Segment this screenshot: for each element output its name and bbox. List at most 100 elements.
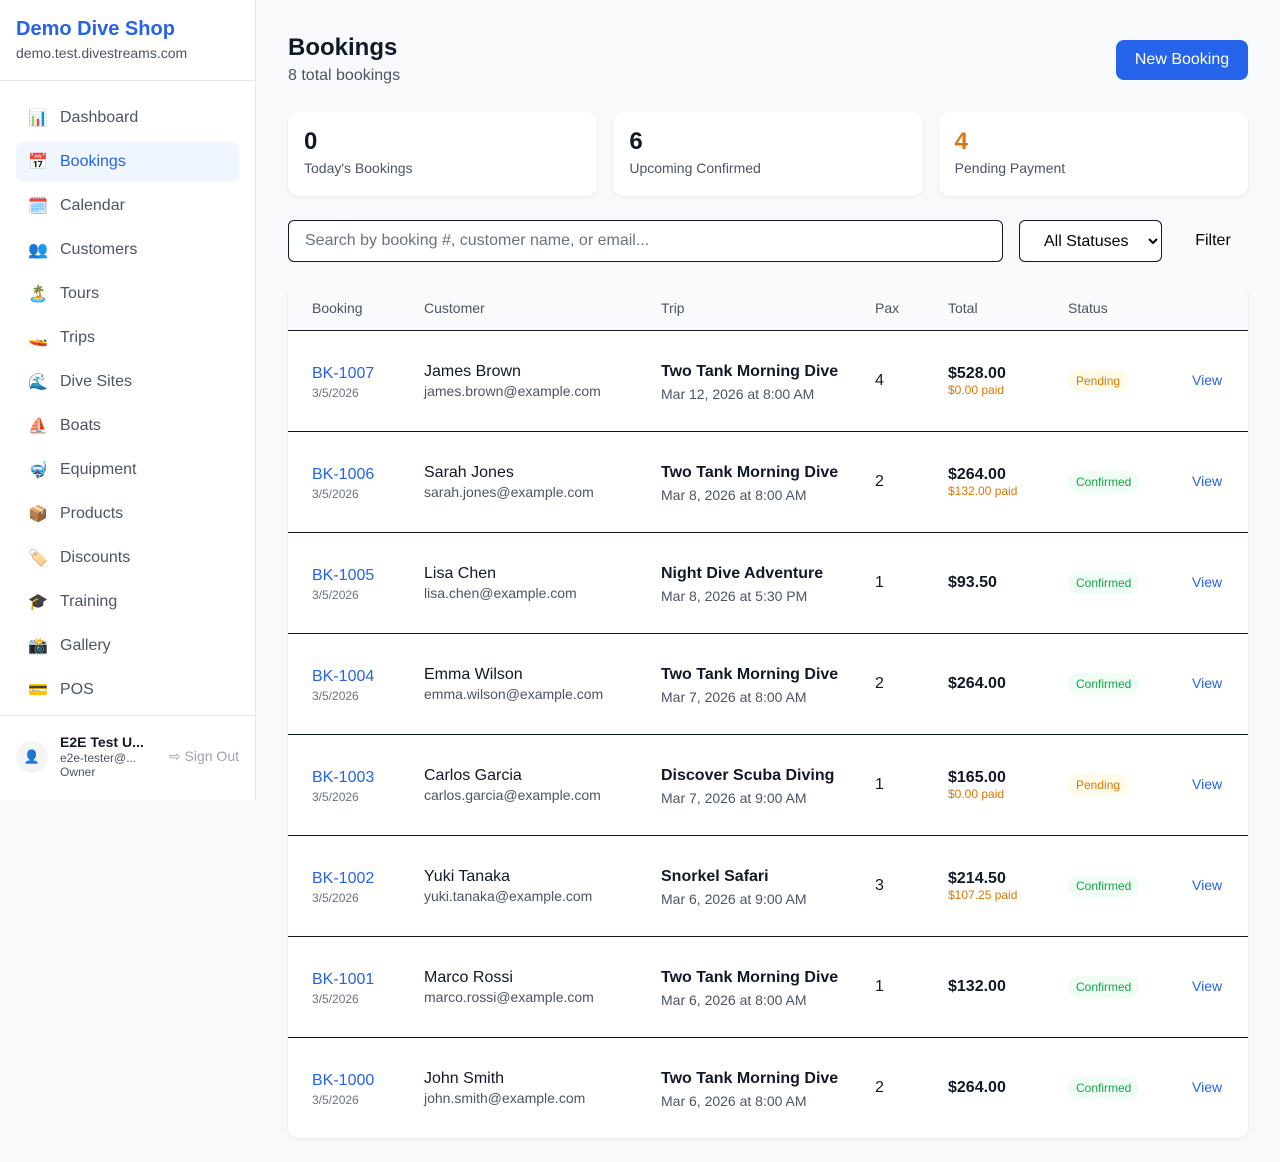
booking-id-link[interactable]: BK-1005 [312, 566, 375, 584]
dive-sites-icon: 🌊 [28, 374, 48, 391]
user-icon: 👤 [16, 740, 48, 773]
customers-icon: 👥 [28, 242, 48, 259]
sidebar-item-gallery[interactable]: 📸 Gallery [16, 626, 239, 666]
header-customer: Customer [424, 300, 485, 317]
booking-date: 3/5/2026 [312, 1092, 359, 1107]
trip-time: Mar 7, 2026 at 9:00 AM [661, 789, 807, 806]
customer-email: sarah.jones@example.com [424, 483, 594, 500]
booking-id-link[interactable]: BK-1007 [312, 364, 375, 382]
customer-name: James Brown [424, 362, 521, 380]
header-total: Total [948, 300, 978, 317]
booking-date: 3/5/2026 [312, 385, 359, 400]
sidebar-item-label: Training [60, 593, 118, 610]
sidebar-item-equipment[interactable]: 🤿 Equipment [16, 450, 239, 490]
trip-name: Night Dive Adventure [661, 564, 824, 582]
status-badge: Confirmed [1068, 874, 1140, 897]
status-badge: Confirmed [1068, 672, 1140, 695]
total: $132.00 [948, 977, 1006, 995]
trip-name: Two Tank Morning Dive [661, 1069, 839, 1087]
view-link[interactable]: View [1192, 472, 1223, 489]
customer-email: lisa.chen@example.com [424, 584, 577, 601]
sidebar-item-label: Dashboard [60, 109, 139, 126]
view-link[interactable]: View [1192, 977, 1223, 994]
status-select[interactable]: All Statuses [1019, 220, 1162, 262]
equipment-icon: 🤿 [28, 462, 48, 479]
view-link[interactable]: View [1192, 775, 1223, 792]
paid-amount: $107.25 paid [948, 887, 1018, 902]
sidebar-item-discounts[interactable]: 🏷️ Discounts [16, 538, 239, 578]
trip-name: Two Tank Morning Dive [661, 362, 839, 380]
status-badge: Confirmed [1068, 1076, 1140, 1099]
shop-name[interactable]: Demo Dive Shop [16, 18, 175, 40]
booking-id-link[interactable]: BK-1001 [312, 970, 375, 988]
status-badge: Pending [1068, 369, 1129, 392]
status-badge: Confirmed [1068, 470, 1140, 493]
stat-label: Today's Bookings [304, 160, 413, 176]
booking-id-link[interactable]: BK-1002 [312, 869, 375, 887]
booking-date: 3/5/2026 [312, 991, 359, 1006]
pos-icon: 💳 [28, 682, 48, 699]
view-link[interactable]: View [1192, 674, 1223, 691]
dashboard-icon: 📊 [28, 110, 48, 127]
total: $264.00 [948, 674, 1006, 692]
table-row: BK-1006 3/5/2026 Sarah Jones sarah.jones@e… [288, 431, 1248, 532]
sidebar-item-pos[interactable]: 💳 POS [16, 670, 239, 710]
header-status: Status [1068, 300, 1108, 317]
customer-name: Sarah Jones [424, 463, 514, 481]
booking-date: 3/5/2026 [312, 890, 359, 905]
booking-date: 3/5/2026 [312, 587, 359, 602]
view-link[interactable]: View [1192, 876, 1223, 893]
pax: 1 [875, 977, 884, 995]
filter-button[interactable]: Filter [1178, 220, 1248, 262]
header-booking: Booking [312, 300, 363, 317]
search-input[interactable] [288, 220, 1003, 262]
sidebar-item-calendar[interactable]: 🗓️ Calendar [16, 186, 239, 226]
sidebar-item-label: Customers [60, 241, 138, 258]
view-link[interactable]: View [1192, 1078, 1223, 1095]
sidebar-item-dashboard[interactable]: 📊 Dashboard [16, 98, 239, 138]
header-trip: Trip [661, 300, 685, 317]
booking-date: 3/5/2026 [312, 486, 359, 501]
total: $93.50 [948, 573, 997, 591]
booking-id-link[interactable]: BK-1006 [312, 465, 375, 483]
sidebar-item-training[interactable]: 🎓 Training [16, 582, 239, 622]
pax: 2 [875, 1078, 884, 1096]
user-name: E2E Test U... [60, 734, 144, 750]
paid-amount: $132.00 paid [948, 483, 1018, 498]
total: $214.50 [948, 869, 1006, 887]
stat-label: Pending Payment [954, 160, 1066, 176]
total: $165.00 [948, 768, 1006, 786]
view-link[interactable]: View [1192, 371, 1223, 388]
page-subtitle: 8 total bookings [288, 67, 401, 84]
bookings-icon: 📅 [28, 154, 48, 171]
sidebar-item-trips[interactable]: 🚤 Trips [16, 318, 239, 358]
sidebar-item-dive-sites[interactable]: 🌊 Dive Sites [16, 362, 239, 402]
sidebar-nav: 📊 Dashboard 📅 Bookings 🗓️ Calendar 👥 Customers 🏝… [0, 81, 255, 710]
sidebar-item-customers[interactable]: 👥 Customers [16, 230, 239, 270]
trip-name: Two Tank Morning Dive [661, 463, 839, 481]
customer-name: Marco Rossi [424, 968, 513, 986]
booking-date: 3/5/2026 [312, 789, 359, 804]
table-row: BK-1000 3/5/2026 John Smith john.smith@exa… [288, 1037, 1248, 1138]
user-panel: 👤 E2E Test U... e2e-tester@... Owner ⇨ S… [0, 715, 255, 798]
booking-id-link[interactable]: BK-1003 [312, 768, 375, 786]
trip-time: Mar 6, 2026 at 9:00 AM [661, 890, 807, 907]
pax: 1 [875, 775, 884, 793]
sign-out-button[interactable]: ⇨ Sign Out [169, 748, 239, 765]
sidebar-item-boats[interactable]: ⛵ Boats [16, 406, 239, 446]
status-badge: Confirmed [1068, 975, 1140, 998]
sidebar-item-products[interactable]: 📦 Products [16, 494, 239, 534]
stat-card: 4 Pending Payment [938, 112, 1248, 196]
view-link[interactable]: View [1192, 573, 1223, 590]
sidebar-item-tours[interactable]: 🏝️ Tours [16, 274, 239, 314]
table-row: BK-1003 3/5/2026 Carlos Garcia carlos.garc… [288, 734, 1248, 835]
page-title: Bookings [288, 34, 398, 61]
customer-name: Lisa Chen [424, 564, 497, 582]
new-booking-button[interactable]: New Booking [1116, 40, 1248, 80]
sidebar-item-bookings[interactable]: 📅 Bookings [16, 142, 239, 182]
booking-id-link[interactable]: BK-1004 [312, 667, 375, 685]
boats-icon: ⛵ [28, 418, 48, 435]
user-role: Owner [60, 765, 96, 780]
customer-email: emma.wilson@example.com [424, 685, 604, 702]
booking-id-link[interactable]: BK-1000 [312, 1071, 375, 1089]
